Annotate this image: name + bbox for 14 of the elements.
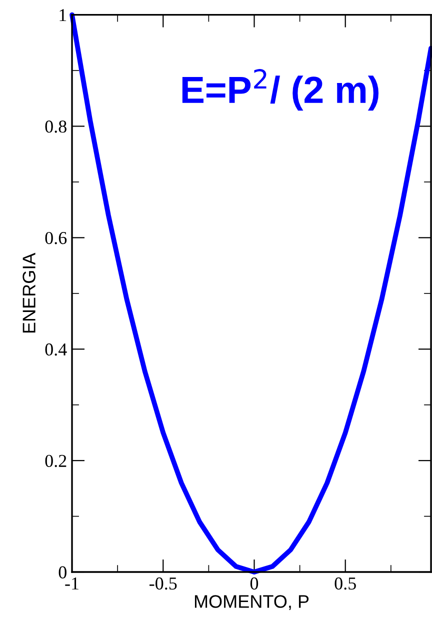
y-axis-title: ENERGIA — [22, 252, 36, 333]
y-tick-label: 0 — [58, 566, 66, 578]
y-tick-label: 0.2 — [45, 454, 66, 468]
line-series — [70, 12, 432, 574]
x-axis-title: MOMENTO, P — [194, 595, 309, 610]
annotation: E=P$^{2}$/ (2 m) — [182, 69, 378, 111]
y-tick-label: 0.6 — [45, 232, 67, 244]
y-tick-label: 1 — [60, 9, 66, 22]
x-tick-label: -0.5 — [150, 577, 177, 590]
x-tick-label: 0.5 — [334, 577, 356, 590]
x-tick-label: -1 — [65, 577, 78, 590]
y-tick-label: 0.8 — [45, 120, 66, 133]
x-tick-label: 0 — [250, 577, 258, 590]
y-tick-label: 0.4 — [45, 343, 67, 356]
